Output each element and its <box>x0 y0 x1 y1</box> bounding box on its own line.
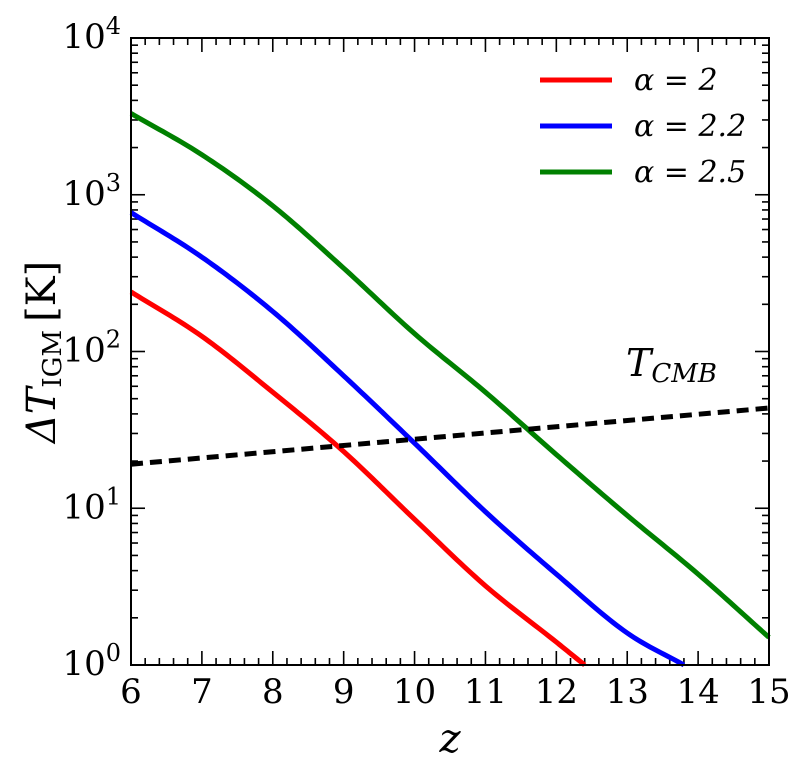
svg-text:TCMB: TCMB <box>626 341 717 389</box>
y-tick-label: 101 <box>62 482 121 527</box>
x-tick-label: 14 <box>676 672 719 712</box>
x-tick-label: 7 <box>191 672 213 712</box>
y-axis-delta: ΔT <box>19 384 65 445</box>
y-tick-label: 103 <box>62 169 121 214</box>
series-line-3 <box>130 405 770 467</box>
series-line-0 <box>129 289 587 667</box>
x-tick-label: 12 <box>535 672 578 712</box>
y-tick-label: 102 <box>62 326 121 371</box>
x-axis-title: z <box>438 716 461 762</box>
x-tick-label: 15 <box>747 672 790 712</box>
plot-frame <box>130 37 770 666</box>
series-line-1 <box>129 210 686 668</box>
y-tick-label: 100 <box>62 639 121 684</box>
series-line-2 <box>129 111 771 640</box>
x-tick-label: 9 <box>333 672 355 712</box>
axis-ticks <box>130 37 770 666</box>
x-tick-label: 8 <box>262 672 284 712</box>
tick-labels: 6 7 8 9 10 11 12 13 14 15 100 101 102 103 104 <box>62 12 790 712</box>
tcmb-sub: CMB <box>651 359 717 389</box>
y-tick-label: 104 <box>62 12 121 57</box>
tcmb-annotation: TCMB <box>626 341 717 389</box>
legend-label: α = 2 <box>634 63 718 98</box>
x-tick-label: 13 <box>606 672 649 712</box>
legend: α = 2 α = 2.2 α = 2.5 <box>540 63 746 190</box>
y-axis-sub: IGM <box>38 330 68 388</box>
y-axis-title: ΔTIGM [K] <box>19 261 68 445</box>
y-axis-unit: [K] <box>19 261 65 322</box>
plot-lines <box>129 111 771 668</box>
legend-label: α = 2.5 <box>634 155 746 190</box>
tcmb-main: T <box>626 341 654 385</box>
x-tick-label: 11 <box>464 672 507 712</box>
x-tick-label: 6 <box>120 672 142 712</box>
legend-label: α = 2.2 <box>634 109 746 144</box>
x-tick-label: 10 <box>393 672 436 712</box>
